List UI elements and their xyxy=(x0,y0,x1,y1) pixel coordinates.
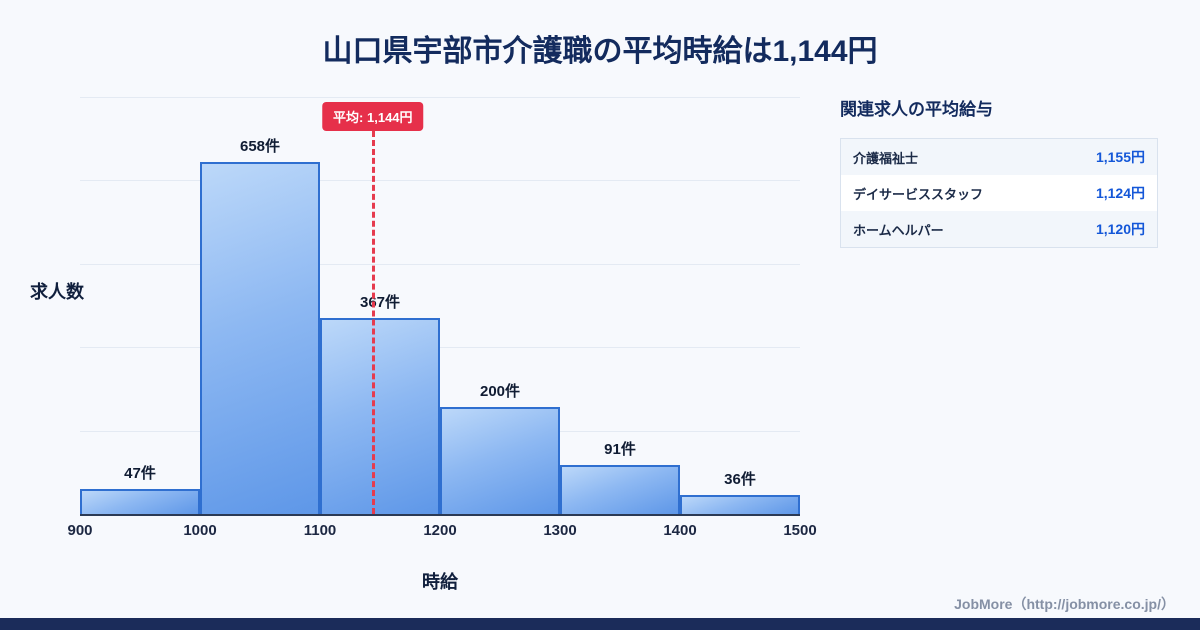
histogram-bar xyxy=(200,162,320,514)
histogram-bar xyxy=(440,407,560,514)
gridline xyxy=(80,97,800,98)
x-tick-label: 1000 xyxy=(183,522,217,539)
x-axis-label: 時給 xyxy=(422,572,458,592)
x-tick-label: 900 xyxy=(67,522,93,539)
related-jobs-box: 介護福祉士 1,155円デイサービススタッフ 1,124円ホームヘルパー 1,120円 xyxy=(840,138,1158,248)
related-job-value: 1,155円 xyxy=(1095,149,1145,165)
plot-area: 平均: 1,144円 47件 658件 367件 200件 91件 36件 xyxy=(80,97,800,516)
x-tick-label: 1300 xyxy=(543,522,577,539)
x-tick-label: 1100 xyxy=(303,522,337,539)
related-job-value: 1,124円 xyxy=(1095,185,1145,201)
bar-value-label: 47件 xyxy=(124,464,156,482)
y-axis-label: 求人数 xyxy=(30,282,84,302)
histogram-bar xyxy=(320,317,440,514)
related-job-value: 1,120円 xyxy=(1095,221,1145,237)
gridline xyxy=(80,347,800,349)
bar-value-label: 91件 xyxy=(604,441,636,459)
gridline xyxy=(80,180,800,182)
bar-value-label: 200件 xyxy=(479,383,521,401)
chart-title: 山口県宇部市介護職の平均時給は1,144円 xyxy=(322,35,878,68)
histogram-bar xyxy=(560,465,680,514)
related-job-row: デイサービススタッフ 1,124円 xyxy=(841,175,1157,211)
related-job-row: 介護福祉士 1,155円 xyxy=(841,139,1157,175)
mean-line xyxy=(371,131,375,514)
x-ticks: 900 1000 1100 1200 1300 1400 1500 xyxy=(67,522,816,544)
histogram-bar xyxy=(680,494,800,514)
histogram-bar xyxy=(80,488,200,514)
source-credit: JobMore（http://jobmore.co.jp/） xyxy=(954,596,1175,612)
x-tick-label: 1200 xyxy=(423,522,457,539)
related-job-row: ホームヘルパー 1,120円 xyxy=(841,211,1157,247)
related-job-label: ホームヘルパー xyxy=(853,222,944,238)
x-tick-label: 1400 xyxy=(663,522,697,539)
bar-value-label: 658件 xyxy=(239,138,281,155)
footer-strip xyxy=(0,618,1200,630)
bar-value-label: 367件 xyxy=(359,293,401,311)
mean-badge: 平均: 1,144円 xyxy=(322,102,424,131)
related-job-label: 介護福祉士 xyxy=(853,150,919,166)
related-jobs-title: 関連求人の平均給与 xyxy=(840,100,993,119)
related-job-label: デイサービススタッフ xyxy=(853,186,984,202)
gridline xyxy=(80,263,800,265)
x-tick-label: 1500 xyxy=(783,522,817,539)
bar-value-label: 36件 xyxy=(724,470,756,488)
